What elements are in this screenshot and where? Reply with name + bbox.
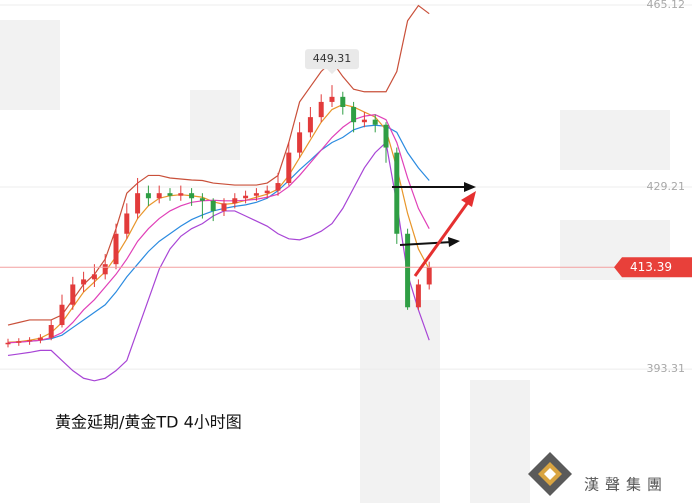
candle-body xyxy=(351,106,357,123)
candle-body xyxy=(135,193,141,214)
indicator-line xyxy=(7,141,430,382)
candle-body xyxy=(81,279,87,285)
background-decor xyxy=(0,20,670,503)
high-label: 449.31 xyxy=(313,52,352,65)
candle-body xyxy=(426,267,432,285)
indicator-line xyxy=(7,103,430,343)
candle-body xyxy=(394,152,400,234)
candle-body xyxy=(243,195,249,199)
candle-body xyxy=(286,152,292,184)
chart-title: 黄金延期/黄金TD 4小时图 xyxy=(55,413,242,432)
high-label-pointer xyxy=(327,69,337,75)
candle-body xyxy=(383,124,389,148)
candle-body xyxy=(91,274,97,280)
candle-body xyxy=(210,200,216,211)
candle-body xyxy=(340,96,346,107)
candle-body xyxy=(275,183,281,191)
candle-body xyxy=(156,193,162,199)
indicator-line xyxy=(7,4,430,326)
candle-body xyxy=(361,119,367,123)
annotation-arrows xyxy=(392,182,476,277)
candle-body xyxy=(102,264,108,275)
candle-body xyxy=(189,193,195,199)
watermark: 漢聲集團 xyxy=(584,476,668,494)
candle-body xyxy=(415,284,421,308)
candle-body xyxy=(329,96,335,102)
indicator-line xyxy=(7,113,430,344)
candle-body xyxy=(405,233,411,308)
candle-body xyxy=(145,193,151,199)
candle-body xyxy=(264,190,270,194)
indicator-line xyxy=(7,124,430,344)
candle-body xyxy=(178,193,184,196)
candle-body xyxy=(70,284,76,305)
y-tick-label: 429.21 xyxy=(647,180,686,193)
candle-body xyxy=(253,193,259,196)
candle-body xyxy=(5,342,11,345)
y-tick-label: 393.31 xyxy=(647,362,686,375)
logo xyxy=(528,452,572,496)
candle-body xyxy=(113,233,119,265)
candle-body xyxy=(37,337,43,341)
high-label-box xyxy=(305,49,359,70)
candle-body xyxy=(372,119,378,125)
last-price-label: 413.39 xyxy=(630,260,672,274)
candle-body xyxy=(124,213,130,234)
last-price-box xyxy=(614,257,692,278)
candle-body xyxy=(27,340,33,342)
candle-body xyxy=(199,198,205,201)
candle-body xyxy=(59,304,65,326)
y-tick-label: 465.12 xyxy=(647,0,686,11)
candle-body xyxy=(221,203,227,211)
candle-body xyxy=(167,193,173,196)
candle-body xyxy=(318,101,324,118)
candle-body xyxy=(232,198,238,204)
candle-body xyxy=(16,341,22,343)
candle-body xyxy=(297,132,303,153)
candle-body xyxy=(48,325,54,338)
candle-body xyxy=(307,117,313,133)
